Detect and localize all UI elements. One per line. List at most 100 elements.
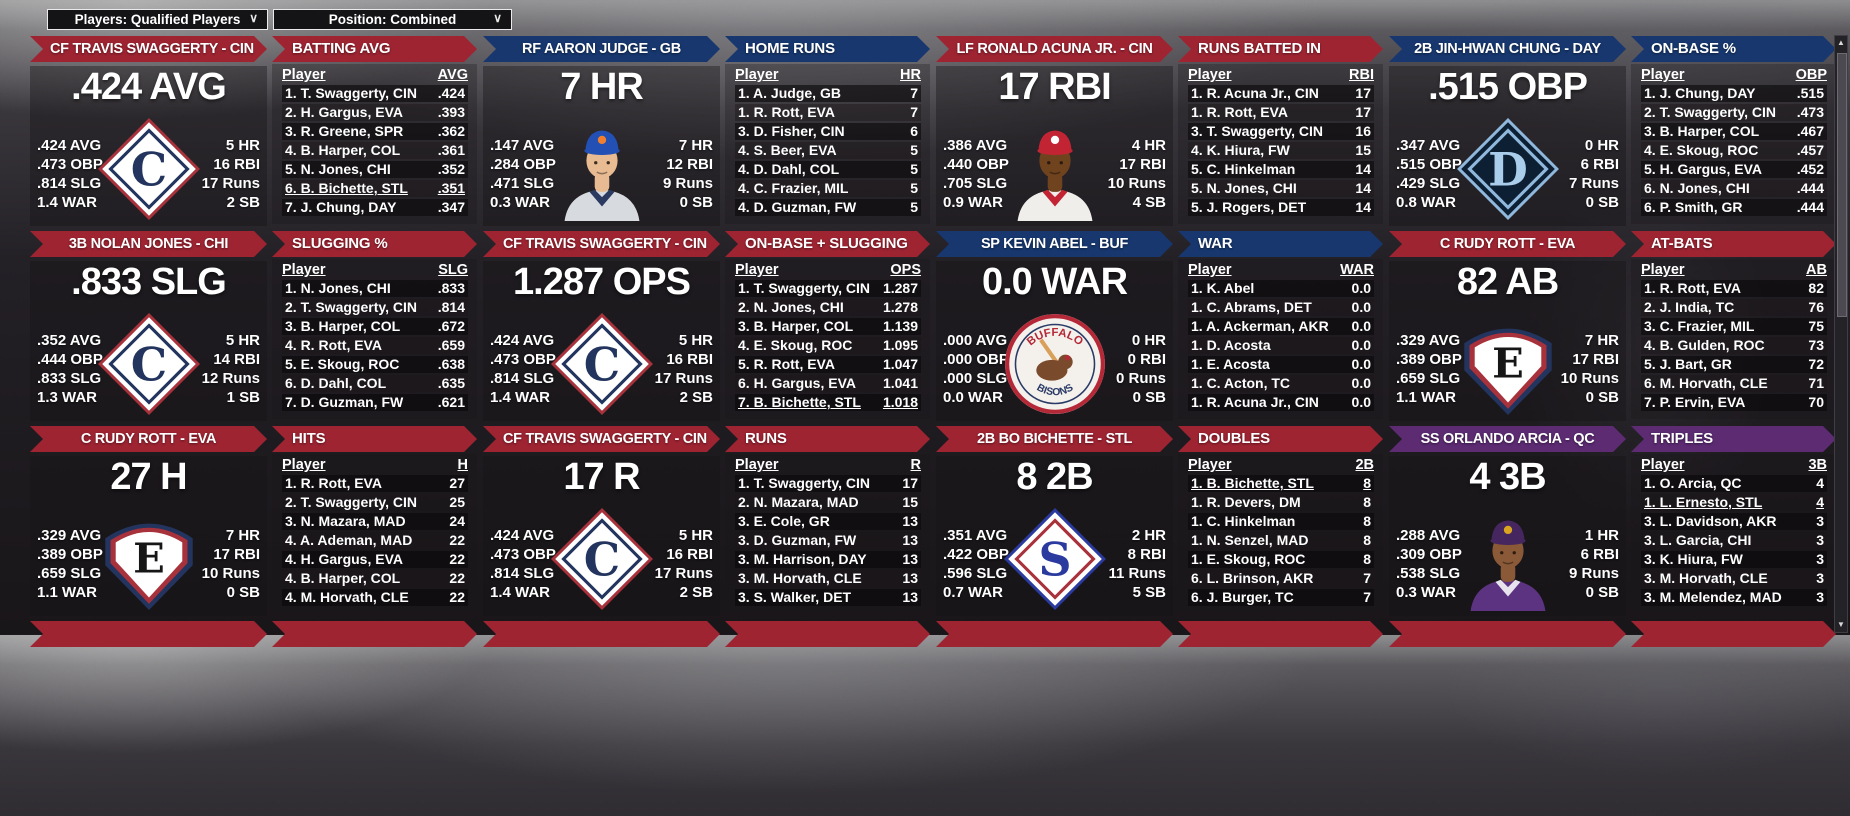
leaderboard-row[interactable]: 1. R. Rott, EVA 7: [735, 104, 921, 121]
leaderboard-row[interactable]: 4. R. Rott, EVA .659: [282, 337, 468, 354]
leaderboard-row[interactable]: 4. A. Ademan, MAD 22: [282, 532, 468, 549]
featured-player-card[interactable]: 2B JIN-HWAN CHUNG - DAY .515 OBP .347 AV…: [1389, 36, 1626, 226]
position-filter-dropdown[interactable]: Position: Combined ∨: [273, 9, 512, 30]
leaderboard-row[interactable]: 6. D. Dahl, COL .635: [282, 375, 468, 392]
leaderboard-row[interactable]: 1. E. Skoug, ROC 8: [1188, 551, 1374, 568]
leaderboard-row[interactable]: 3. B. Harper, COL .467: [1641, 123, 1827, 140]
leaderboard-row[interactable]: 2. T. Swaggerty, CIN .473: [1641, 104, 1827, 121]
leaderboard-row[interactable]: 3. K. Hiura, FW 3: [1641, 551, 1827, 568]
featured-player-card[interactable]: CF TRAVIS SWAGGERTY - CIN 1.287 OPS .424…: [483, 231, 720, 421]
leaderboard-row[interactable]: 5. N. Jones, CHI .352: [282, 161, 468, 178]
leaderboard-row[interactable]: 1. R. Devers, DM 8: [1188, 494, 1374, 511]
featured-player-card[interactable]: 3B NOLAN JONES - CHI .833 SLG .352 AVG .…: [30, 231, 267, 421]
leaderboard-row[interactable]: 4. K. Hiura, FW 15: [1188, 142, 1374, 159]
leaderboard-row[interactable]: 6. M. Horvath, CLE 71: [1641, 375, 1827, 392]
featured-player-card[interactable]: SP KEVIN ABEL - BUF 0.0 WAR .000 AVG .00…: [936, 231, 1173, 421]
leaderboard-row[interactable]: 6. P. Smith, GR .444: [1641, 199, 1827, 216]
leaderboard-row[interactable]: 3. M. Horvath, CLE 3: [1641, 570, 1827, 587]
leaderboard-row[interactable]: 1. C. Abrams, DET 0.0: [1188, 299, 1374, 316]
leaderboard-row[interactable]: 6. H. Gargus, EVA 1.041: [735, 375, 921, 392]
featured-player-card[interactable]: RF AARON JUDGE - GB 7 HR .147 AVG .284 O…: [483, 36, 720, 226]
leaderboard-row[interactable]: 7. J. Chung, DAY .347: [282, 199, 468, 216]
leaderboard-row[interactable]: 4. E. Skoug, ROC .457: [1641, 142, 1827, 159]
leaderboard-row[interactable]: 1. R. Rott, EVA 82: [1641, 280, 1827, 297]
leaderboard-row[interactable]: 5. R. Rott, EVA 1.047: [735, 356, 921, 373]
featured-player-card[interactable]: C RUDY ROTT - EVA 82 AB .329 AVG .389 OB…: [1389, 231, 1626, 421]
leaderboard-row[interactable]: 4. D. Dahl, COL 5: [735, 161, 921, 178]
leaderboard-row[interactable]: 1. T. Swaggerty, CIN 1.287: [735, 280, 921, 297]
leaderboard-row[interactable]: 7. B. Bichette, STL 1.018: [735, 394, 921, 411]
leaderboard-row[interactable]: 1. T. Swaggerty, CIN .424: [282, 85, 468, 102]
leaderboard-row[interactable]: 1. B. Bichette, STL 8: [1188, 475, 1374, 492]
leaderboard-row[interactable]: 2. N. Jones, CHI 1.278: [735, 299, 921, 316]
leaderboard-row[interactable]: 5. N. Jones, CHI 14: [1188, 180, 1374, 197]
leaderboard-row[interactable]: 2. N. Mazara, MAD 15: [735, 494, 921, 511]
leaderboard-row[interactable]: 5. E. Skoug, ROC .638: [282, 356, 468, 373]
scrollbar[interactable]: ▲ ▼: [1834, 35, 1848, 633]
leaderboard-row[interactable]: 1. R. Rott, EVA 27: [282, 475, 468, 492]
leaderboard-row[interactable]: 1. R. Acuna Jr., CIN 0.0: [1188, 394, 1374, 411]
featured-player-card[interactable]: CF TRAVIS SWAGGERTY - CIN 17 R .424 AVG …: [483, 426, 720, 616]
scrollbar-up-button[interactable]: ▲: [1835, 36, 1847, 50]
featured-player-card[interactable]: 2B BO BICHETTE - STL 8 2B .351 AVG .422 …: [936, 426, 1173, 616]
leaderboard-row[interactable]: 5. H. Gargus, EVA .452: [1641, 161, 1827, 178]
leaderboard-row[interactable]: 1. O. Arcia, QC 4: [1641, 475, 1827, 492]
leaderboard-row[interactable]: 3. B. Harper, COL .672: [282, 318, 468, 335]
leaderboard-row[interactable]: 5. J. Rogers, DET 14: [1188, 199, 1374, 216]
leaderboard-row[interactable]: 1. R. Acuna Jr., CIN 17: [1188, 85, 1374, 102]
leaderboard-row[interactable]: 1. L. Ernesto, STL 4: [1641, 494, 1827, 511]
leaderboard-row[interactable]: 2. T. Swaggerty, CIN .814: [282, 299, 468, 316]
leaderboard-row[interactable]: 1. C. Hinkelman 8: [1188, 513, 1374, 530]
scrollbar-down-button[interactable]: ▼: [1835, 618, 1847, 632]
leaderboard-row[interactable]: 4. S. Beer, EVA 5: [735, 142, 921, 159]
leaderboard-row[interactable]: 1. E. Acosta 0.0: [1188, 356, 1374, 373]
leaderboard-row[interactable]: 1. A. Judge, GB 7: [735, 85, 921, 102]
leaderboard-row[interactable]: 3. L. Garcia, CHI 3: [1641, 532, 1827, 549]
leaderboard-row[interactable]: 2. J. India, TC 76: [1641, 299, 1827, 316]
leaderboard-row[interactable]: 3. T. Swaggerty, CIN 16: [1188, 123, 1374, 140]
leaderboard-row[interactable]: 1. A. Ackerman, AKR 0.0: [1188, 318, 1374, 335]
leaderboard-row[interactable]: 3. D. Fisher, CIN 6: [735, 123, 921, 140]
leaderboard-row[interactable]: 6. J. Burger, TC 7: [1188, 589, 1374, 606]
leaderboard-row[interactable]: 7. P. Ervin, EVA 70: [1641, 394, 1827, 411]
leaderboard-row[interactable]: 3. N. Mazara, MAD 24: [282, 513, 468, 530]
leaderboard-row[interactable]: 7. D. Guzman, FW .621: [282, 394, 468, 411]
featured-player-card[interactable]: CF TRAVIS SWAGGERTY - CIN .424 AVG .424 …: [30, 36, 267, 226]
leaderboard-row[interactable]: 1. N. Senzel, MAD 8: [1188, 532, 1374, 549]
leaderboard-row[interactable]: 3. L. Davidson, AKR 3: [1641, 513, 1827, 530]
leaderboard-row[interactable]: 4. B. Harper, COL 22: [282, 570, 468, 587]
leaderboard-row[interactable]: 1. T. Swaggerty, CIN 17: [735, 475, 921, 492]
leaderboard-row[interactable]: 1. D. Acosta 0.0: [1188, 337, 1374, 354]
leaderboard-row[interactable]: 4. M. Horvath, CLE 22: [282, 589, 468, 606]
leaderboard-row[interactable]: 4. D. Guzman, FW 5: [735, 199, 921, 216]
leaderboard-row[interactable]: 3. M. Melendez, MAD 3: [1641, 589, 1827, 606]
leaderboard-row[interactable]: 4. B. Harper, COL .361: [282, 142, 468, 159]
leaderboard-row[interactable]: 4. C. Frazier, MIL 5: [735, 180, 921, 197]
leaderboard-row[interactable]: 1. J. Chung, DAY .515: [1641, 85, 1827, 102]
leaderboard-row[interactable]: 1. N. Jones, CHI .833: [282, 280, 468, 297]
players-filter-dropdown[interactable]: Players: Qualified Players ∨: [47, 9, 268, 30]
leaderboard-row[interactable]: 4. B. Gulden, ROC 73: [1641, 337, 1827, 354]
leaderboard-row[interactable]: 5. C. Hinkelman 14: [1188, 161, 1374, 178]
leaderboard-row[interactable]: 6. B. Bichette, STL .351: [282, 180, 468, 197]
scrollbar-track[interactable]: [1835, 51, 1847, 617]
leaderboard-row[interactable]: 6. N. Jones, CHI .444: [1641, 180, 1827, 197]
featured-player-card[interactable]: SS ORLANDO ARCIA - QC 4 3B .288 AVG .309…: [1389, 426, 1626, 616]
scrollbar-thumb[interactable]: [1837, 53, 1847, 317]
leaderboard-row[interactable]: 6. L. Brinson, AKR 7: [1188, 570, 1374, 587]
leaderboard-row[interactable]: 2. T. Swaggerty, CIN 25: [282, 494, 468, 511]
featured-player-card[interactable]: LF RONALD ACUNA JR. - CIN 17 RBI .386 AV…: [936, 36, 1173, 226]
leaderboard-row[interactable]: 3. R. Greene, SPR .362: [282, 123, 468, 140]
featured-player-card[interactable]: C RUDY ROTT - EVA 27 H .329 AVG .389 OBP…: [30, 426, 267, 616]
leaderboard-row[interactable]: 1. C. Acton, TC 0.0: [1188, 375, 1374, 392]
leaderboard-row[interactable]: 2. H. Gargus, EVA .393: [282, 104, 468, 121]
leaderboard-row[interactable]: 3. C. Frazier, MIL 75: [1641, 318, 1827, 335]
leaderboard-row[interactable]: 3. D. Guzman, FW 13: [735, 532, 921, 549]
leaderboard-row[interactable]: 3. M. Horvath, CLE 13: [735, 570, 921, 587]
leaderboard-row[interactable]: 3. M. Harrison, DAY 13: [735, 551, 921, 568]
leaderboard-row[interactable]: 4. E. Skoug, ROC 1.095: [735, 337, 921, 354]
leaderboard-row[interactable]: 3. E. Cole, GR 13: [735, 513, 921, 530]
leaderboard-row[interactable]: 3. S. Walker, DET 13: [735, 589, 921, 606]
leaderboard-row[interactable]: 1. K. Abel 0.0: [1188, 280, 1374, 297]
leaderboard-row[interactable]: 4. H. Gargus, EVA 22: [282, 551, 468, 568]
